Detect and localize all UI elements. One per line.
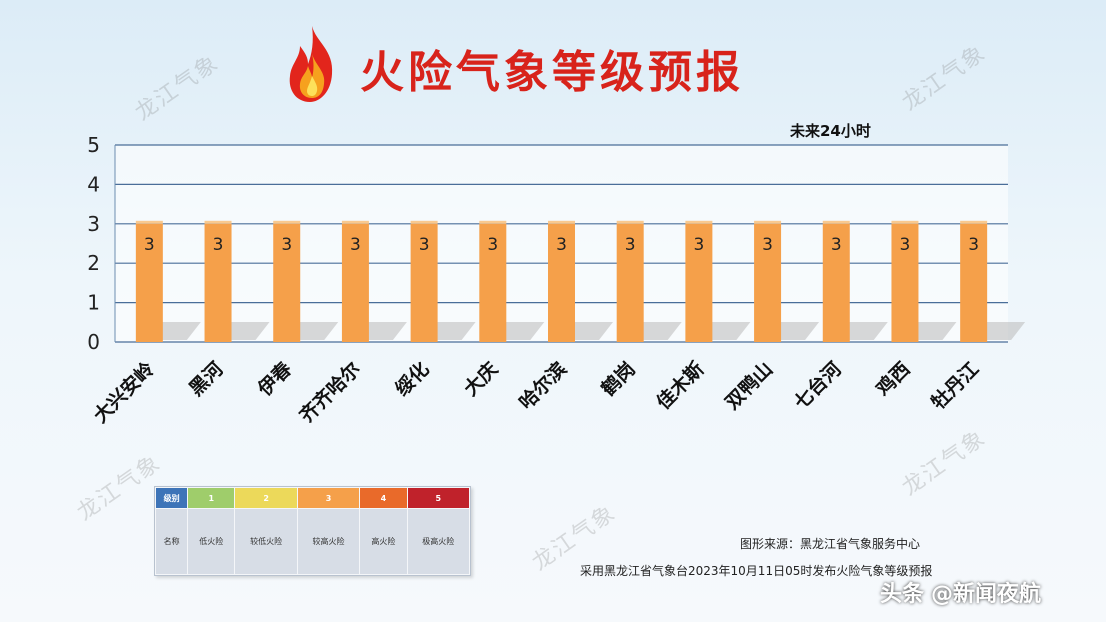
legend-level-2: 2 (234, 487, 298, 509)
bar (685, 223, 713, 342)
bar-top (754, 220, 782, 224)
data-label: 3 (693, 235, 704, 255)
legend-name-3: 较高火险 (296, 508, 361, 575)
x-category-label: 大兴安岭 (89, 357, 159, 427)
bar (960, 223, 988, 342)
bar (548, 223, 575, 342)
bar (616, 223, 644, 342)
bar-top (135, 220, 163, 224)
data-label: 3 (556, 235, 567, 255)
brand-prefix: 头条 (880, 582, 925, 607)
bar-top (479, 220, 507, 224)
data-label: 3 (968, 235, 979, 255)
x-category-label: 双鸭山 (721, 357, 778, 414)
bar-top (341, 220, 369, 224)
x-category-label: 伊春 (252, 357, 296, 401)
brand-watermark: 头条 @新闻夜航 (880, 576, 1041, 608)
bar (273, 223, 301, 342)
data-label: 3 (762, 235, 773, 255)
legend-level-3: 3 (296, 487, 361, 509)
y-tick-label: 4 (87, 172, 100, 196)
y-tick-label: 1 (87, 291, 100, 315)
bar-top (273, 220, 301, 224)
bar-top (822, 220, 850, 224)
bar (891, 223, 919, 342)
bar (410, 223, 438, 342)
data-label: 3 (831, 235, 842, 255)
data-label: 3 (144, 235, 155, 255)
data-label: 3 (281, 235, 292, 255)
bar (479, 223, 507, 342)
bar (204, 223, 232, 342)
x-category-label: 七台河 (789, 357, 846, 414)
bar (341, 223, 369, 342)
bar-top (616, 220, 644, 224)
data-label: 3 (350, 235, 361, 255)
legend-header-label: 级别 (154, 487, 189, 509)
data-label: 3 (213, 235, 224, 255)
legend-name-1: 低火险 (187, 508, 236, 575)
flame-icon (289, 26, 333, 102)
x-category-label: 鸡西 (871, 357, 915, 401)
chart-subtitle: 未来24小时 (790, 122, 871, 140)
x-category-label: 牡丹江 (927, 358, 983, 414)
note-text: 采用黑龙江省气象台2023年10月11日05时发布火险气象等级预报 (580, 564, 933, 578)
data-label: 3 (625, 235, 636, 255)
legend-level-4: 4 (359, 487, 408, 509)
bar-top (548, 220, 575, 224)
x-category-label: 哈尔滨 (514, 357, 571, 414)
x-category-label: 佳木斯 (652, 357, 709, 414)
y-tick-label: 3 (87, 212, 100, 236)
y-tick-label: 5 (87, 133, 100, 157)
source-text: 图形来源：黑龙江省气象服务中心 (740, 537, 921, 551)
brand-handle: @新闻夜航 (931, 582, 1042, 607)
bar (135, 223, 163, 342)
bar-top (960, 220, 988, 224)
bar-top (891, 220, 919, 224)
y-tick-label: 2 (87, 251, 100, 275)
legend-name-5: 极高火险 (406, 508, 471, 575)
bar-top (204, 220, 232, 224)
bar-top (685, 220, 713, 224)
x-category-label: 大庆 (459, 357, 502, 400)
page-title: 火险气象等级预报 (360, 47, 744, 98)
bar (822, 223, 850, 342)
x-category-label: 黑河 (185, 358, 227, 400)
legend-name-2: 较低火险 (234, 508, 298, 575)
data-label: 3 (487, 235, 498, 255)
legend-name-4: 高火险 (359, 508, 408, 575)
x-category-label: 绥化 (391, 357, 434, 400)
legend-name-label: 名称 (154, 508, 189, 575)
y-tick-label: 0 (87, 330, 100, 354)
bar-top (410, 220, 438, 224)
data-label: 3 (419, 235, 430, 255)
data-label: 3 (900, 235, 911, 255)
x-category-label: 鹤岗 (597, 357, 640, 400)
bar-chart: 0 1 2 3 4 5 3 大兴安岭 3 黑河 3 伊春 3 齐齐哈尔 3 绥化 3 大庆 3 哈尔滨 3 鹤岗 3 佳木斯 3… (87, 133, 1026, 427)
x-category-label: 齐齐哈尔 (295, 357, 365, 427)
legend-level-5: 5 (406, 487, 471, 509)
legend-level-1: 1 (187, 487, 236, 509)
bar (754, 223, 782, 342)
